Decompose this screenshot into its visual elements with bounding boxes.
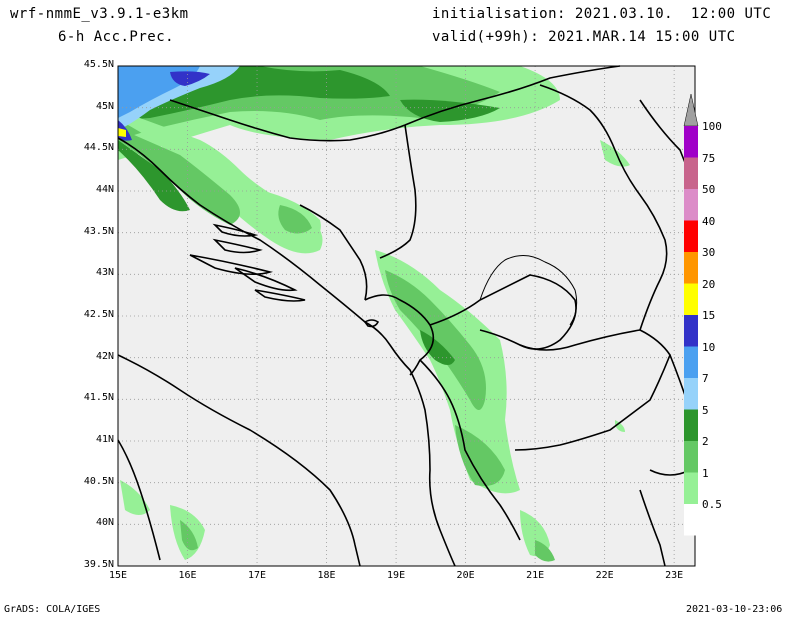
kosovo-outline [479,255,578,326]
lat-tick-label: 44N [95,184,114,195]
lon-tick-label: 21E [526,570,545,581]
romania-border [404,65,621,126]
precip-albania-dark [420,330,455,365]
colorbar-swatch [684,220,698,252]
precip-fields [118,66,630,562]
precip-west-dark [118,140,190,212]
greece-coast2 [639,489,666,567]
lon-tick-label: 15E [108,570,128,581]
colorbar-level-label: 1 [702,466,709,480]
colorbar-swatch [684,283,698,315]
bosnia-se [299,204,368,301]
bosnia-border [169,99,406,142]
lat-tick-label: 43.5N [83,225,114,237]
lat-tick-label: 45N [95,100,114,112]
colorbar-swatch [684,315,698,347]
colorbar-level-label: 10 [702,340,716,354]
lat-tick-label: 44.5N [83,142,114,154]
lat-tick-label: 42.5N [83,309,114,320]
colorbar-swatch [684,346,698,378]
model-title: wrf-nmmE_v3.9.1-e3km [10,6,189,22]
generation-timestamp: 2021-03-10-23:06 [686,604,783,615]
bulgaria-border [539,84,668,331]
lon-tick-label: 20E [456,570,475,581]
lon-tick-label: 19E [387,570,406,581]
adriatic-coast-italy [117,354,361,567]
lon-tick-label: 16E [178,570,197,581]
colorbar-swatch [684,409,698,441]
colorbar-level-label: 30 [702,246,716,259]
macedonia-border [514,329,671,451]
colorbar [683,93,699,536]
albania-border [419,359,521,541]
lat-tick-label: 42N [95,350,114,362]
precip-east-light [600,140,630,167]
island-3 [234,267,298,292]
colorbar-level-label: 2 [702,435,709,448]
lon-tick-label: 22E [595,570,614,581]
serbia-border [379,124,417,259]
colorbar-swatch [684,252,698,284]
valid-time: valid(+99h): 2021.MAR.14 15:00 UTC [432,29,736,45]
lon-tick-label: 18E [317,570,336,581]
colorbar-level-label: 50 [702,183,716,196]
precip-nw-yellow [118,128,126,137]
island-5 [212,223,259,237]
island-4 [254,289,306,302]
colorbar-level-label: 7 [702,372,709,385]
lat-tick-label: 41.5N [83,392,114,404]
colorbar-swatch [684,441,698,473]
colorbar-level-label: 5 [702,403,709,417]
field-title: 6-h Acc.Prec. [58,29,175,45]
precip-south-mid3 [535,540,555,562]
precip-west-mid [118,128,240,225]
colorbar-swatch [684,378,698,410]
grads-credit: GrADS: COLA/IGES [4,604,101,615]
kotor-bay [363,319,380,328]
island-2 [189,254,274,276]
init-time: initialisation: 2021.03.10. 12:00 UTC [432,6,772,22]
colorbar-level-label: 15 [702,309,716,322]
precip-east-light2 [615,420,625,432]
lat-tick-label: 45.5N [83,59,114,70]
lat-tick-label: 39.5N [83,559,114,570]
island-1 [212,238,263,254]
coastlines-borders [117,65,696,567]
croatia-coast [117,137,456,567]
lat-tick-label: 40N [95,517,114,529]
colorbar-swatch [684,504,698,536]
precip-south-light [120,480,150,515]
colorbar-swatch [684,189,698,221]
precip-albania-mid2 [455,425,505,486]
lon-tick-label: 17E [248,570,267,581]
lat-tick-label: 41N [95,434,114,445]
colorbar-level-label: 40 [702,214,716,228]
colorbar-level-label: 75 [702,151,716,165]
lon-tick-label: 23E [665,570,684,581]
colorbar-swatch [684,472,698,504]
colorbar-swatch [684,126,698,158]
precip-central-mid [278,205,312,234]
lat-tick-label: 40.5N [83,475,114,487]
lat-tick-label: 43N [95,267,114,279]
colorbar-level-label: 0.5 [702,498,722,511]
precip-south-mid [180,520,198,551]
italy-heel [117,439,161,561]
precip-nw-darkblue [170,71,210,86]
colorbar-swatch [684,157,698,189]
colorbar-level-label: 100 [702,120,722,133]
colorbar-level-label: 20 [702,277,716,291]
